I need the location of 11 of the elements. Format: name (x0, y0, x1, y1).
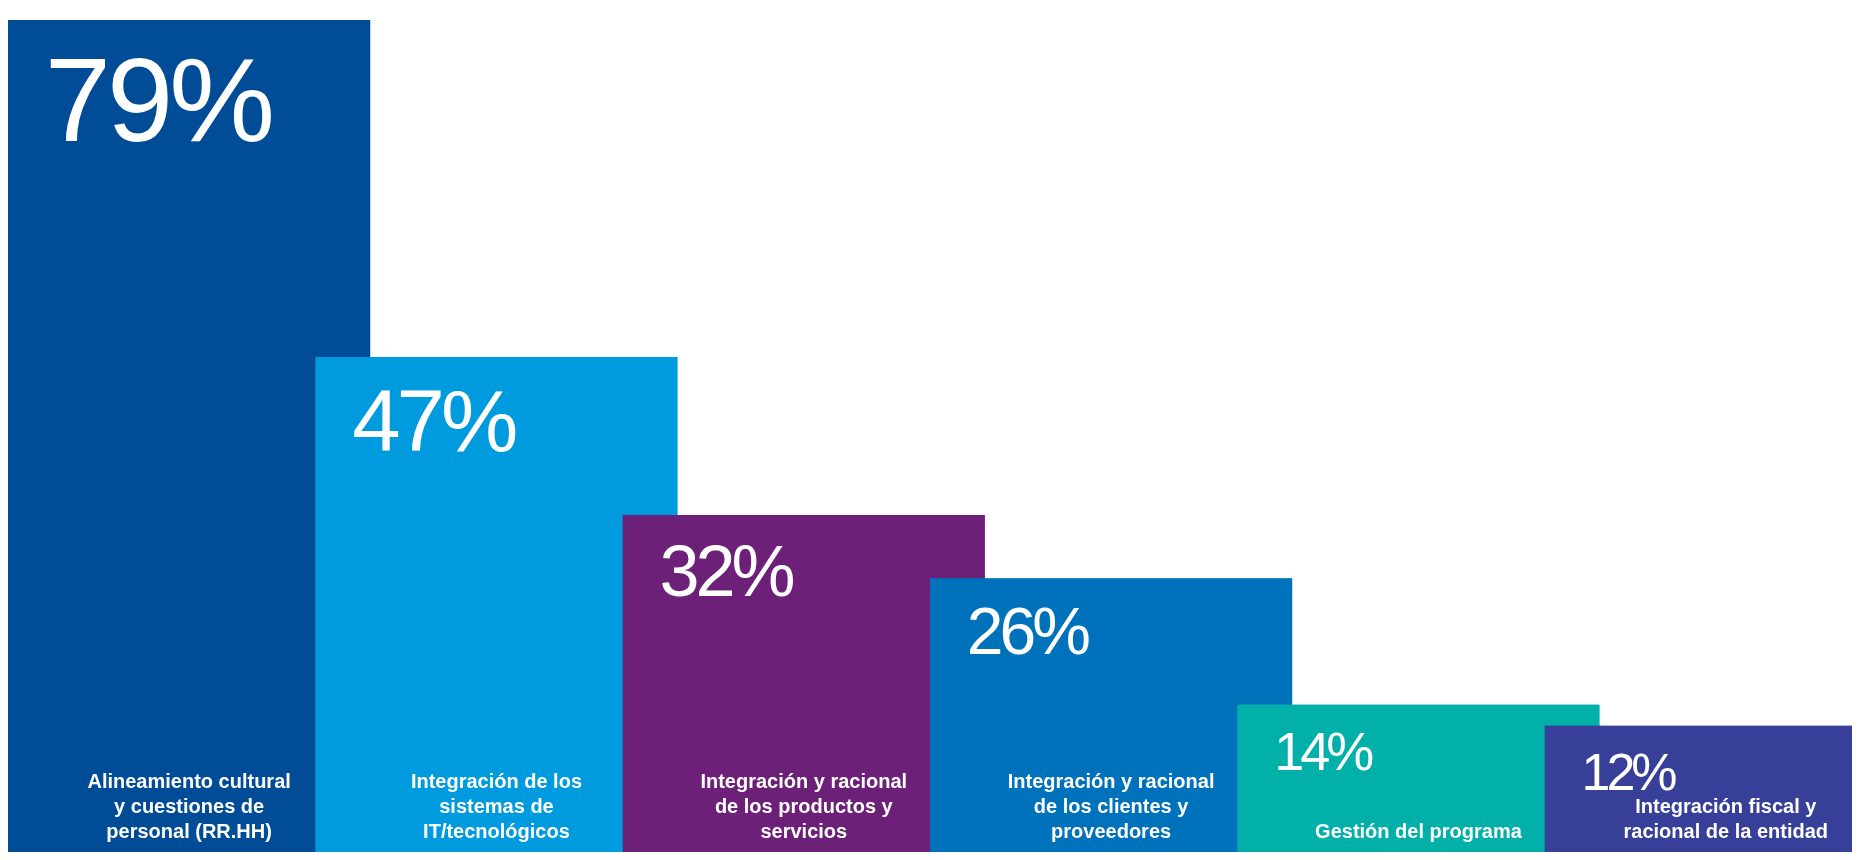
data-label: 32% (659, 531, 794, 612)
x-tick-label: Integración y racional de los clientes y proveedores (1007, 770, 1215, 842)
x-tick-label: Integración y racional de los productos y servicios (700, 770, 908, 842)
x-tick-label: Alineamiento cultural y cuestiones de personal (RR.HH) (87, 770, 291, 842)
x-tick-label: Integración de los sistemas de IT/tecnológicos (410, 770, 583, 842)
data-label: 14% (1274, 721, 1374, 782)
data-label: 47% (352, 371, 516, 469)
data-label: 79% (44, 33, 272, 167)
x-tick-label: Gestión del programa (1315, 820, 1523, 842)
data-label: 26% (966, 594, 1090, 669)
x-tick-label: Integración fiscal y racional de la entidad (1623, 795, 1829, 842)
